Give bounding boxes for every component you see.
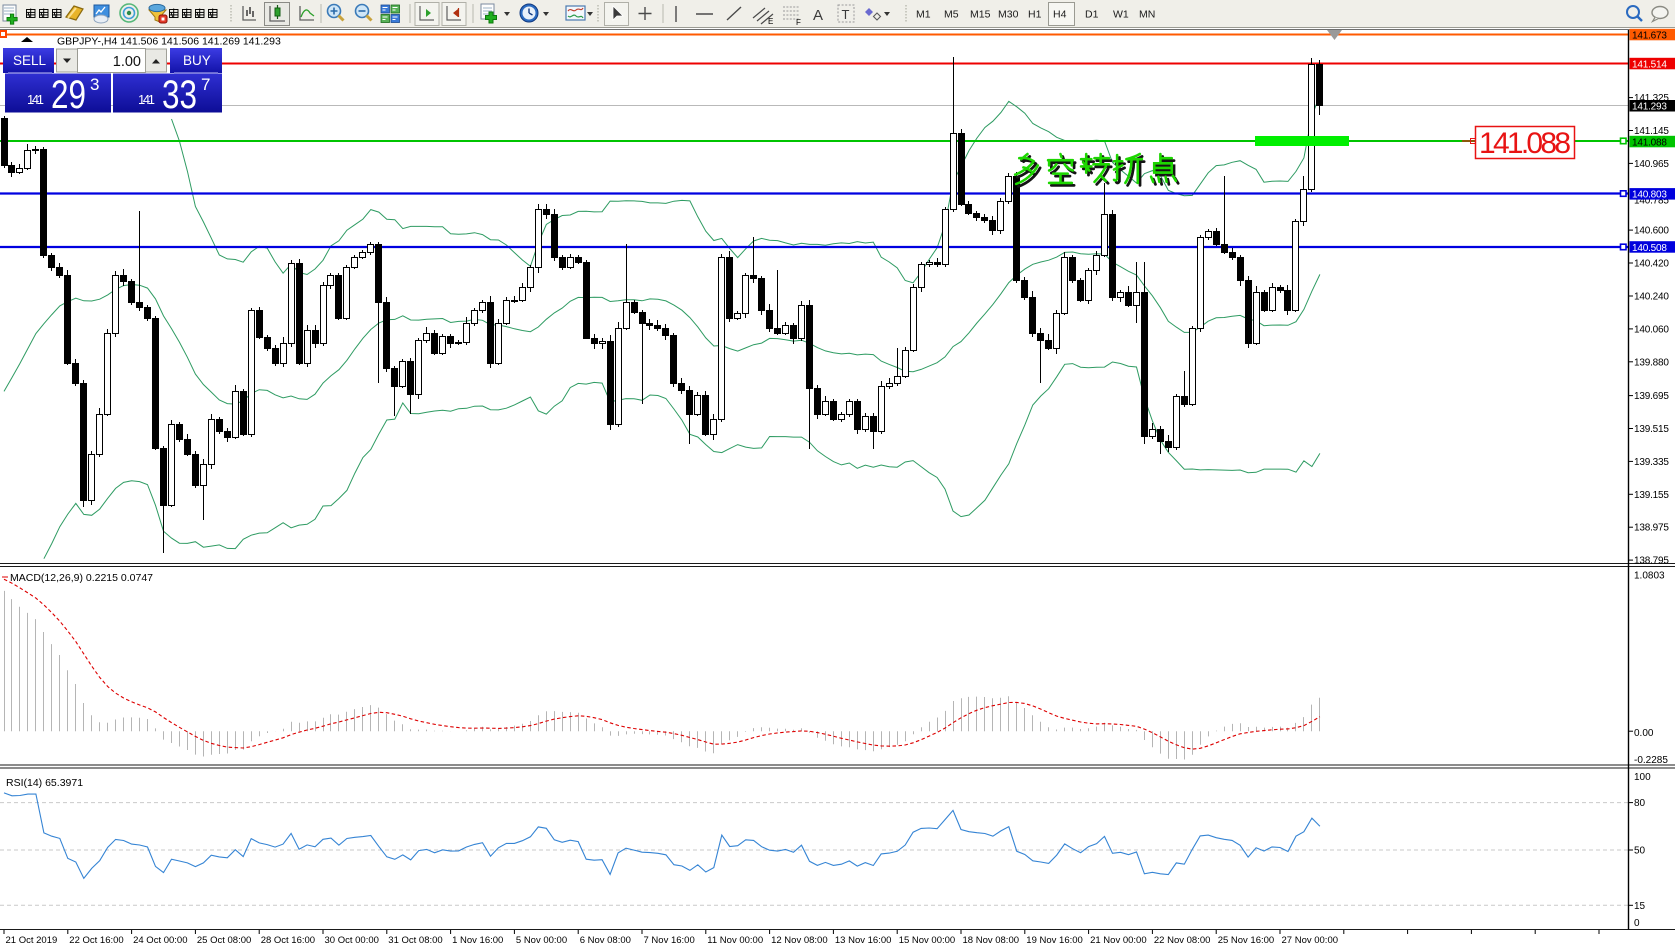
svg-text:7: 7: [201, 75, 210, 94]
svg-text:141.293: 141.293: [1632, 102, 1667, 113]
svg-text:H4: H4: [1053, 9, 1067, 21]
svg-text:1 Nov 16:00: 1 Nov 16:00: [452, 935, 503, 946]
svg-text:139.880: 139.880: [1634, 357, 1669, 368]
svg-text:139.515: 139.515: [1634, 424, 1669, 435]
svg-text:D1: D1: [1085, 9, 1099, 21]
svg-text:138.795: 138.795: [1634, 556, 1669, 567]
svg-text:RSI(14) 65.3971: RSI(14) 65.3971: [6, 777, 83, 789]
svg-text:13 Nov 16:00: 13 Nov 16:00: [835, 935, 892, 946]
svg-text:15: 15: [1634, 901, 1646, 912]
svg-text:141: 141: [27, 92, 44, 107]
svg-text:33: 33: [162, 73, 197, 117]
svg-text:31 Oct 08:00: 31 Oct 08:00: [388, 935, 442, 946]
svg-text:E: E: [768, 17, 773, 26]
svg-text:7 Nov 16:00: 7 Nov 16:00: [644, 935, 695, 946]
svg-text:140.785: 140.785: [1634, 196, 1669, 207]
svg-text:141.514: 141.514: [1632, 59, 1667, 70]
svg-text:138.975: 138.975: [1634, 523, 1669, 534]
svg-text:50: 50: [1634, 846, 1646, 857]
svg-text:T: T: [842, 7, 850, 22]
svg-text:3: 3: [90, 75, 99, 94]
svg-text:21 Nov 00:00: 21 Nov 00:00: [1090, 935, 1147, 946]
svg-text:SELL: SELL: [13, 53, 47, 68]
svg-text:140.508: 140.508: [1632, 243, 1667, 254]
svg-text:100: 100: [1634, 772, 1651, 783]
svg-text:A: A: [813, 7, 823, 24]
svg-text:-0.2285: -0.2285: [1634, 755, 1668, 766]
svg-text:25 Oct 08:00: 25 Oct 08:00: [197, 935, 251, 946]
svg-text:28 Oct 16:00: 28 Oct 16:00: [261, 935, 315, 946]
svg-text:M15: M15: [970, 9, 991, 21]
svg-text:W1: W1: [1113, 9, 1129, 21]
svg-text:139.155: 139.155: [1634, 490, 1669, 501]
svg-text:139.695: 139.695: [1634, 391, 1669, 402]
svg-text:BUY: BUY: [183, 53, 211, 68]
svg-text:11 Nov 00:00: 11 Nov 00:00: [707, 935, 763, 946]
svg-text:0.00: 0.00: [1634, 728, 1654, 739]
svg-text:1.0803: 1.0803: [1634, 571, 1665, 582]
svg-text:M1: M1: [916, 9, 931, 21]
svg-text:21 Oct 2019: 21 Oct 2019: [6, 935, 58, 946]
svg-text:24 Oct 00:00: 24 Oct 00:00: [133, 935, 187, 946]
svg-text:19 Nov 16:00: 19 Nov 16:00: [1026, 935, 1083, 946]
svg-text:141.325: 141.325: [1634, 93, 1669, 104]
svg-text:H1: H1: [1028, 9, 1042, 21]
svg-text:141.673: 141.673: [1632, 30, 1667, 41]
svg-text:6 Nov 08:00: 6 Nov 08:00: [580, 935, 631, 946]
svg-text:80: 80: [1634, 798, 1646, 809]
svg-text:139.335: 139.335: [1634, 457, 1669, 468]
svg-text:140.060: 140.060: [1634, 324, 1669, 335]
svg-text:141.088: 141.088: [1632, 137, 1667, 148]
svg-text:M5: M5: [944, 9, 959, 21]
svg-text:0: 0: [1634, 918, 1640, 929]
svg-text:140.600: 140.600: [1634, 226, 1669, 237]
svg-text:5 Nov 00:00: 5 Nov 00:00: [516, 935, 567, 946]
svg-text:22 Nov 08:00: 22 Nov 08:00: [1154, 935, 1211, 946]
svg-text:F: F: [796, 18, 801, 27]
svg-text:GBPJPY-,H4 141.506 141.506 14: GBPJPY-,H4 141.506 141.506 141.269 141.2…: [57, 36, 281, 48]
svg-text:141: 141: [138, 92, 155, 107]
svg-text:1.00: 1.00: [113, 54, 141, 70]
svg-text:140.420: 140.420: [1634, 259, 1669, 270]
svg-text:22 Oct 16:00: 22 Oct 16:00: [69, 935, 123, 946]
svg-text:140.240: 140.240: [1634, 292, 1669, 303]
svg-text:15 Nov 00:00: 15 Nov 00:00: [899, 935, 956, 946]
svg-text:M30: M30: [998, 9, 1019, 21]
svg-text:29: 29: [51, 73, 86, 117]
svg-text:140.965: 140.965: [1634, 159, 1669, 170]
svg-text:30 Oct 00:00: 30 Oct 00:00: [325, 935, 379, 946]
svg-text:18 Nov 08:00: 18 Nov 08:00: [963, 935, 1020, 946]
svg-text:12 Nov 08:00: 12 Nov 08:00: [771, 935, 828, 946]
svg-text:25 Nov 16:00: 25 Nov 16:00: [1218, 935, 1275, 946]
svg-text:140.803: 140.803: [1632, 190, 1667, 201]
svg-text:MACD(12,26,9) 0.2215 0.0747: MACD(12,26,9) 0.2215 0.0747: [10, 572, 153, 584]
svg-text:141.088: 141.088: [1479, 127, 1571, 160]
svg-text:141.145: 141.145: [1634, 126, 1669, 137]
svg-text:27 Nov 00:00: 27 Nov 00:00: [1282, 935, 1339, 946]
svg-text:MN: MN: [1139, 9, 1155, 21]
